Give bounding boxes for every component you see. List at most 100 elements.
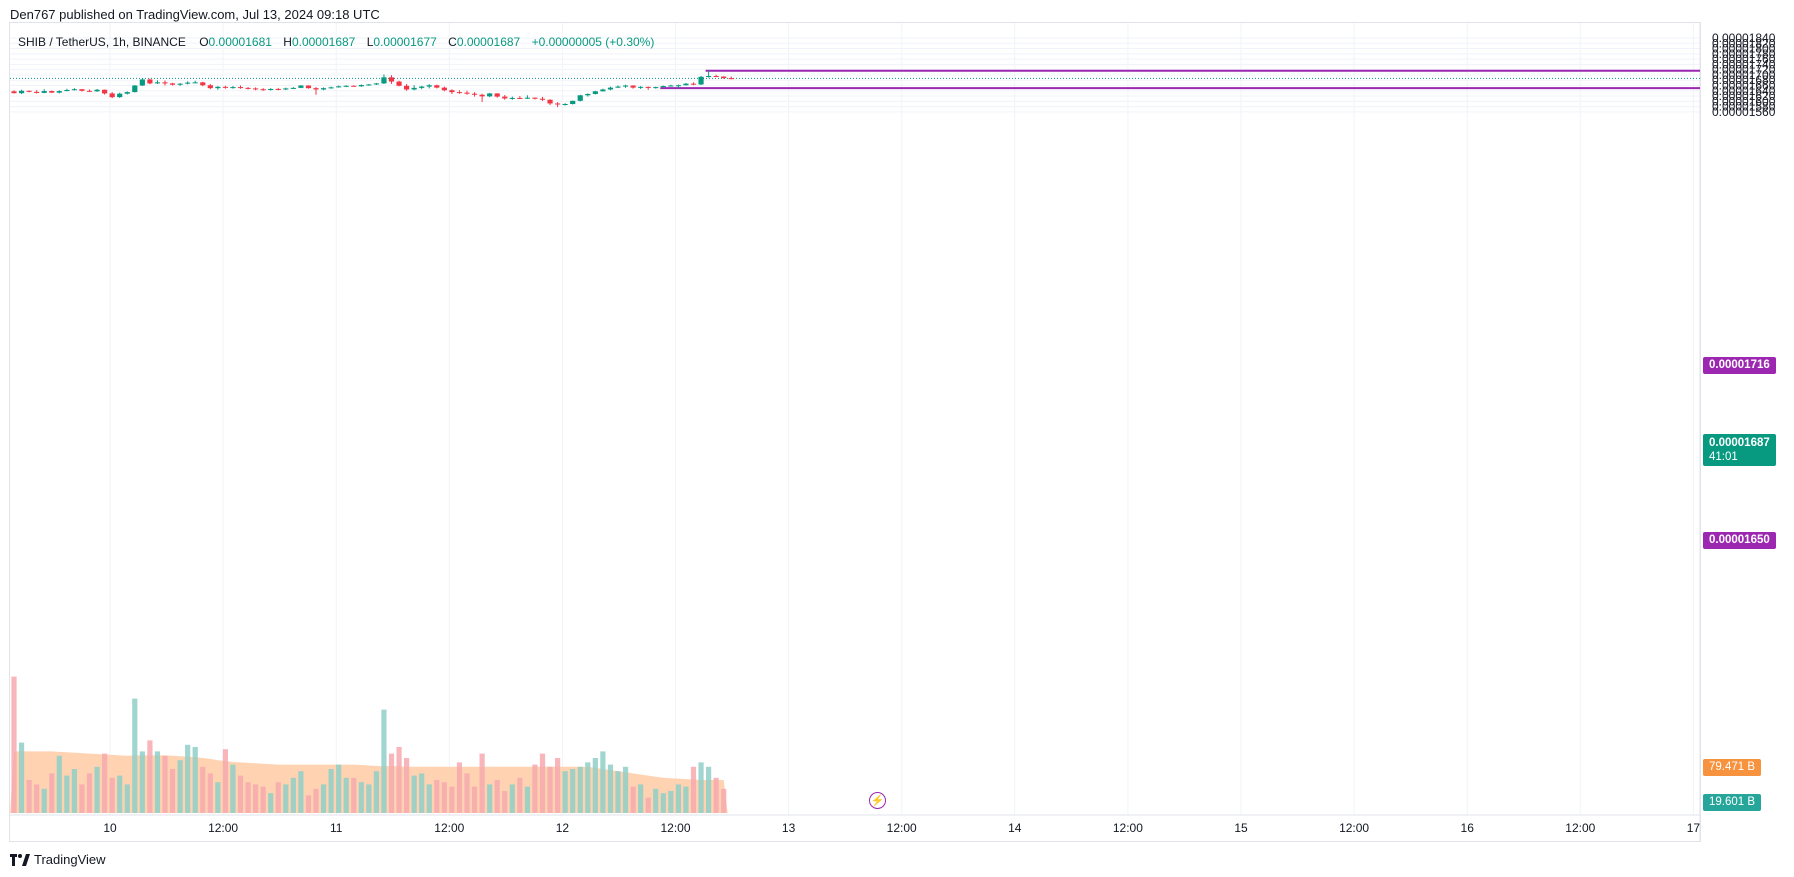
candle-body [222, 86, 228, 88]
volume-bar [192, 747, 198, 813]
candle-body [690, 83, 697, 85]
volume-bar [570, 769, 576, 813]
lightning-icon[interactable]: ⚡ [869, 792, 886, 809]
x-tick-label: 16 [1461, 821, 1475, 835]
volume-bar [41, 788, 47, 813]
volume-bar [109, 777, 115, 813]
candle-body [381, 77, 387, 84]
volume-bar [592, 758, 598, 813]
candle-body [351, 85, 357, 87]
volume-bar [283, 784, 289, 813]
volume-bar [585, 762, 591, 813]
candle-body [56, 91, 62, 93]
tradingview-logo-icon [10, 853, 30, 866]
close-label: C [448, 35, 457, 49]
candle-body [471, 93, 478, 95]
candle-body [71, 89, 77, 91]
candle-body [124, 92, 130, 94]
candle-body [200, 82, 206, 86]
candle-body [555, 103, 561, 105]
candle-body [185, 82, 191, 84]
candle-body [396, 81, 402, 86]
candle-body [585, 93, 591, 96]
low-label: L [366, 35, 374, 49]
volume-bar [298, 771, 304, 813]
candle-body [298, 85, 304, 88]
candle-body [34, 91, 40, 93]
y-tick-label: 0.00001760 [1712, 52, 1776, 66]
y-tick-label: 0.00001840 [1712, 31, 1776, 45]
volume-bar [139, 751, 145, 813]
y-tick-label: 0.00001680 [1712, 73, 1776, 87]
candle-body [366, 84, 372, 86]
high-value: 0.00001687 [291, 35, 356, 49]
candle-body [147, 79, 153, 84]
open-label: O [199, 35, 209, 49]
candle-body [494, 93, 500, 97]
volume-bar [147, 740, 153, 813]
volume-bar [64, 775, 70, 813]
x-tick-label: 13 [782, 821, 796, 835]
high-label: H [283, 35, 292, 49]
candle-body [86, 90, 93, 92]
candle-body [320, 88, 327, 90]
candle-body [547, 99, 553, 104]
candle-body [539, 98, 546, 100]
low-value: 0.00001677 [373, 35, 437, 49]
candle-body [532, 97, 538, 99]
candle-body [517, 97, 523, 99]
volume-bar [396, 747, 402, 813]
resistance-price-badge: 0.00001716 [1703, 357, 1776, 374]
x-tick-label: 12:00 [660, 821, 690, 835]
volume-bar [434, 780, 440, 813]
candle-body [283, 88, 289, 90]
volume-bar [336, 764, 342, 813]
close-value: 0.00001687 [456, 35, 521, 49]
candle-body [237, 87, 244, 89]
candle-body [328, 87, 334, 89]
support-price-badge: 0.00001650 [1703, 532, 1776, 549]
volume-bar [645, 797, 651, 813]
volume-bar [207, 773, 213, 813]
candle-body [562, 104, 568, 105]
volume-bar [79, 784, 85, 813]
volume-bar [49, 773, 55, 813]
candle-body [169, 83, 176, 85]
volume-bar [117, 775, 123, 813]
volume-bar [358, 782, 364, 813]
volume-bar [487, 784, 493, 813]
ohlc-legend: SHIB / TetherUS, 1h, BINANCE O0.00001681… [18, 35, 662, 49]
candle-body [668, 85, 674, 87]
candle-body [426, 85, 432, 87]
volume-bar [449, 786, 455, 813]
volume-bar [471, 786, 478, 813]
symbol-title[interactable]: SHIB / TetherUS, 1h, BINANCE [18, 35, 186, 49]
candle-body [456, 92, 463, 94]
volume-bar [456, 762, 463, 813]
volume-bar [668, 791, 674, 813]
candle-body [260, 89, 266, 91]
candle-body [607, 87, 614, 90]
volume-bar [615, 771, 621, 813]
x-tick-label: 10 [103, 821, 117, 835]
volume-bar [102, 753, 108, 813]
candle-body [404, 85, 410, 90]
volume-bar [721, 788, 727, 813]
candle-body [305, 85, 312, 89]
volume-bar [162, 755, 168, 813]
volume-bar [328, 769, 334, 813]
candle-body [411, 87, 417, 90]
volume-bar [124, 784, 130, 813]
volume-bar [577, 766, 583, 813]
candle-body [230, 87, 236, 89]
candle-body [600, 89, 606, 92]
x-tick-label: 12:00 [1113, 821, 1143, 835]
candle-body [132, 85, 138, 93]
volume-bar [132, 698, 138, 813]
volume-bar [464, 773, 470, 813]
candle-body [275, 88, 281, 90]
volume-bar [524, 786, 530, 813]
volume-bar [268, 793, 274, 813]
candle-body [207, 85, 213, 89]
